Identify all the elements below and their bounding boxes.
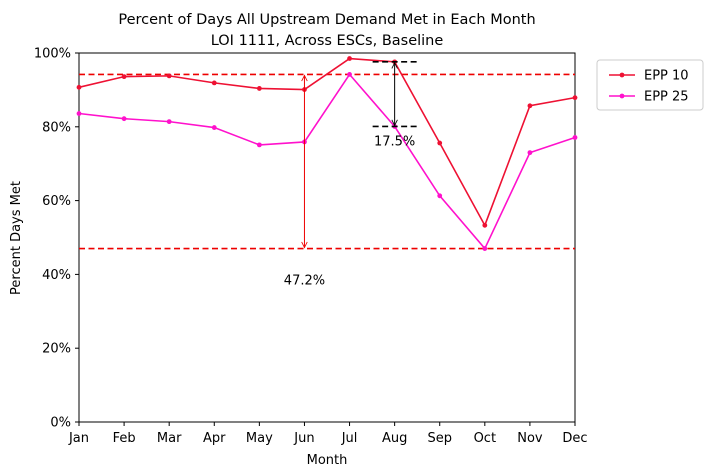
x-tick-label: Mar: [157, 431, 182, 446]
x-tick-label: May: [246, 431, 273, 446]
data-point: [347, 72, 352, 77]
data-point: [437, 193, 443, 199]
plot-area: 0% 20% 40% 60% 80% 100% Jan Feb Mar Apr May Jun Jul A…: [34, 47, 588, 447]
chart-subtitle: LOI 1111, Across ESCs, Baseline: [211, 33, 444, 49]
data-point: [166, 119, 172, 125]
x-tick-label: Sep: [427, 431, 452, 446]
annotation-label-aug: 17.5%: [374, 134, 415, 149]
data-point: [256, 142, 262, 148]
data-point: [211, 80, 217, 86]
series-line-1: [78, 57, 576, 228]
data-point: [482, 246, 488, 251]
y-tick-label: 20%: [42, 342, 71, 357]
x-tick-label: Nov: [517, 431, 543, 446]
data-point: [211, 125, 217, 130]
y-axis-label: Percent Days Met: [9, 181, 24, 295]
x-tick-label: Jan: [68, 431, 89, 446]
data-point: [76, 111, 82, 116]
y-tick-label: 60%: [42, 194, 71, 209]
chart-title: Percent of Days All Upstream Demand Met …: [118, 12, 535, 28]
data-point: [572, 135, 578, 140]
data-point: [76, 84, 82, 90]
data-point: [437, 140, 443, 146]
series-line-2: [78, 73, 576, 251]
data-point: [572, 95, 578, 101]
data-point: [482, 222, 488, 228]
legend-swatch-marker: [619, 72, 625, 78]
data-point: [256, 86, 262, 91]
data-point: [121, 74, 127, 80]
legend-swatch-marker: [619, 93, 625, 99]
data-point: [166, 73, 172, 79]
x-tick-label: Feb: [113, 431, 136, 446]
x-tick-label: Aug: [382, 431, 407, 446]
annotation-label-jun: 47.2%: [284, 274, 325, 289]
data-point: [121, 116, 127, 122]
y-tick-label: 100%: [34, 47, 71, 62]
data-point: [527, 150, 533, 156]
y-tick-label: 80%: [42, 120, 71, 135]
x-tick-label: Oct: [474, 431, 496, 446]
legend-label: EPP 10: [644, 69, 689, 84]
x-axis-label: Month: [307, 453, 348, 468]
legend-label: EPP 25: [644, 90, 689, 105]
y-tick-label: 0%: [50, 416, 71, 431]
x-tick-label: Dec: [562, 431, 587, 446]
data-point: [347, 56, 352, 61]
y-tick-label: 40%: [42, 268, 71, 283]
data-point: [527, 103, 533, 109]
x-tick-label: Jul: [341, 431, 358, 446]
x-tick-label: Apr: [203, 431, 226, 446]
plot-frame: [78, 52, 576, 423]
legend: EPP 10 EPP 25: [596, 59, 704, 111]
x-tick-label: Jun: [293, 431, 314, 446]
